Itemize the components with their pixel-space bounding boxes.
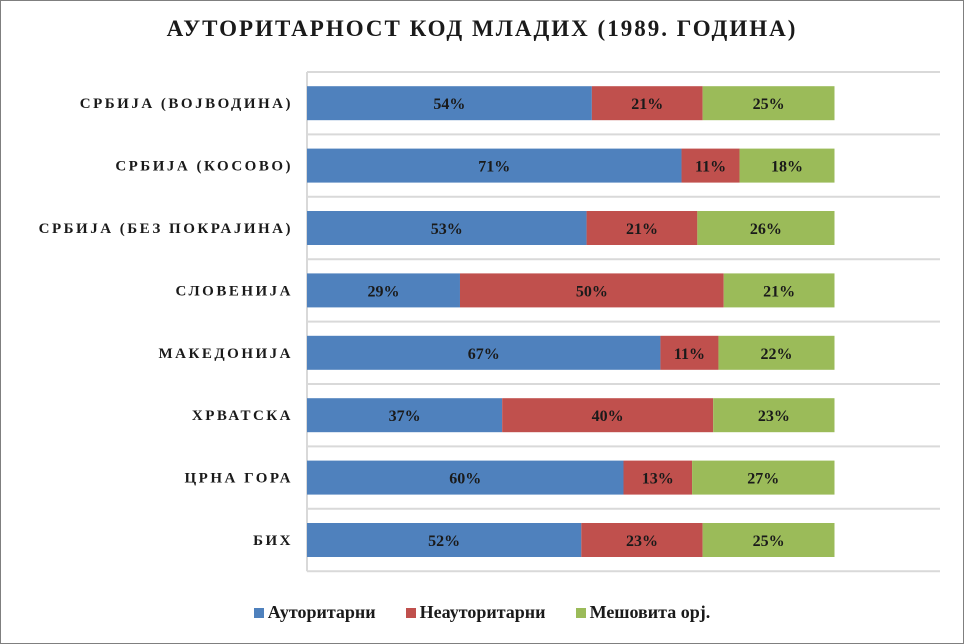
- data-label: 52%: [428, 533, 460, 550]
- bar-segment-2: [581, 523, 703, 557]
- category-label: МАКЕДОНИЈА: [158, 346, 293, 362]
- chart-title: АУТОРИТАРНОСТ КОД МЛАДИХ (1989. ГОДИНА): [166, 16, 798, 41]
- data-label: 54%: [433, 96, 465, 113]
- bar-segment-3: [739, 148, 835, 183]
- bar-segment-1: [307, 86, 592, 121]
- legend-swatch: [575, 607, 586, 618]
- bar-segment-1: [307, 398, 503, 433]
- legend: Ауторитарни Неауторитарни Мешовита орј.: [0, 602, 964, 623]
- data-label: 21%: [763, 283, 795, 300]
- data-label: 60%: [449, 471, 481, 488]
- bar-segment-2: [681, 148, 740, 183]
- bar-segment-2: [502, 398, 714, 433]
- data-label: 25%: [753, 96, 785, 113]
- data-label: 26%: [750, 221, 782, 238]
- data-label: 71%: [478, 159, 510, 176]
- data-label: 67%: [468, 346, 500, 363]
- data-label: 22%: [760, 346, 792, 363]
- bar-segment-2: [586, 211, 698, 245]
- data-label: 21%: [626, 221, 658, 238]
- legend-label: Неауторитарни: [419, 602, 546, 622]
- data-label: 40%: [592, 408, 624, 425]
- category-label: ЦРНА ГОРА: [185, 471, 294, 487]
- data-label: 18%: [771, 159, 803, 176]
- category-label: ХРВАТСКА: [192, 408, 293, 424]
- data-label: 29%: [367, 283, 399, 300]
- data-label: 23%: [758, 408, 790, 425]
- bar-segment-1: [307, 523, 582, 557]
- legend-item: Мешовита орј.: [575, 602, 711, 623]
- data-label: 23%: [626, 533, 658, 550]
- bar-segment-3: [692, 460, 835, 495]
- bar-segment-2: [660, 335, 719, 370]
- bar-segment-2: [459, 273, 724, 308]
- bar-segment-3: [702, 523, 835, 557]
- bar-segment-2: [591, 86, 703, 121]
- data-label: 21%: [631, 96, 663, 113]
- category-label: СРБИЈА (БЕЗ ПОКРАЈИНА): [39, 221, 293, 237]
- bar-segment-1: [307, 460, 624, 495]
- category-label: БИХ: [253, 533, 293, 549]
- bar-segment-3: [702, 86, 835, 121]
- legend-swatch: [253, 607, 264, 618]
- bar-segment-1: [307, 273, 460, 308]
- bar-segment-1: [307, 148, 682, 183]
- bar-segment-3: [718, 335, 835, 370]
- data-label: 11%: [674, 346, 705, 363]
- data-label: 53%: [431, 221, 463, 238]
- bar-segment-2: [623, 460, 693, 495]
- legend-item: Неауторитарни: [405, 602, 546, 623]
- legend-item: Ауторитарни: [253, 602, 376, 623]
- bar-chart-plot: СРБИЈА (ВОЈВОДИНА) 54% 21% 25% СРБИЈА (КОСОВ…: [39, 71, 940, 573]
- data-label: 27%: [747, 471, 779, 488]
- data-label: 37%: [389, 408, 421, 425]
- data-label: 50%: [576, 283, 608, 300]
- data-label: 13%: [642, 471, 674, 488]
- data-label: 25%: [753, 533, 785, 550]
- bar-segment-1: [307, 211, 587, 245]
- category-label: СРБИЈА (КОСОВО): [115, 159, 293, 175]
- bar-segment-1: [307, 335, 661, 370]
- legend-swatch: [405, 607, 416, 618]
- bar-segment-3: [697, 211, 835, 245]
- category-label: СРБИЈА (ВОЈВОДИНА): [80, 96, 293, 112]
- legend-label: Ауторитарни: [267, 602, 376, 622]
- bar-segment-3: [713, 398, 835, 433]
- legend-label: Мешовита орј.: [589, 602, 711, 622]
- category-label: СЛОВЕНИЈА: [176, 283, 293, 299]
- bar-segment-3: [723, 273, 835, 308]
- data-label: 11%: [695, 159, 726, 176]
